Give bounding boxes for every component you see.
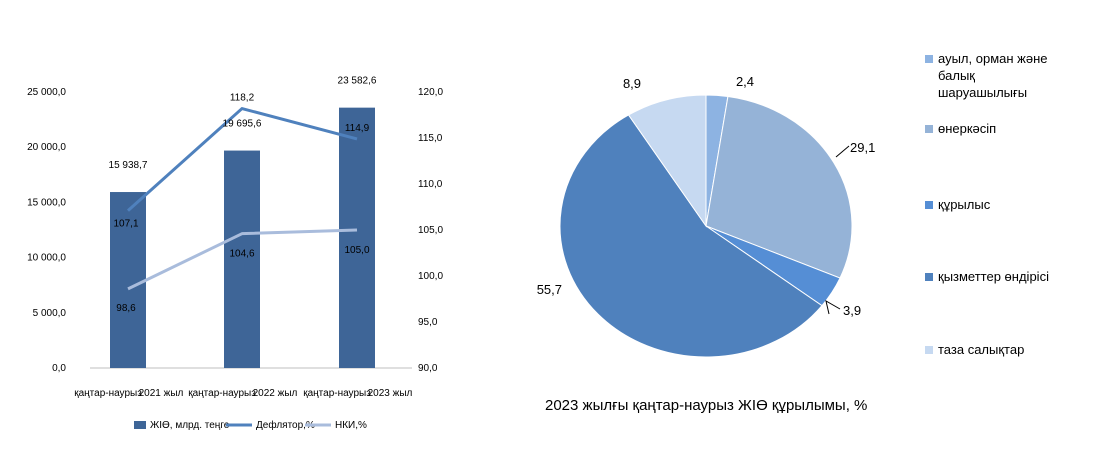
deflator-value-label: 107,1 [113, 219, 138, 230]
pie-legend-swatch [925, 125, 933, 133]
pie-value-label: 29,1 [850, 140, 875, 155]
pie-slice [705, 95, 853, 279]
legend-swatch-gdp [134, 421, 146, 429]
left-y-tick-label: 25 000,0 [27, 87, 66, 98]
gdp-bar-value-label: 23 582,6 [338, 76, 377, 87]
pie-value-label: 3,9 [843, 303, 861, 318]
deflator-value-label: 114,9 [345, 123, 370, 134]
combo-legend: ЖІӨ, млрд. теңге Дефлятор,% НКИ,% [134, 419, 367, 431]
pie-slices [559, 94, 853, 358]
right-y-tick-label: 115,0 [418, 133, 443, 144]
pie-legend-label: ауыл, орман және [938, 51, 1048, 66]
right-y-tick-label: 95,0 [418, 317, 438, 328]
pie-legend-swatch [925, 273, 933, 281]
x-category-label: қаңтар-наурыз [303, 388, 371, 399]
pie-slice [627, 94, 707, 228]
pie-value-label: 2,4 [736, 74, 754, 89]
x-category-label: қаңтар-наурыз [74, 388, 142, 399]
legend-label-gdp: ЖІӨ, млрд. теңге [150, 420, 230, 431]
pie-leader-line [825, 299, 841, 315]
pie-title: 2023 жылғы қаңтар-наурыз ЖІӨ құрылымы, % [545, 397, 867, 414]
right-y-tick-label: 120,0 [418, 87, 443, 98]
right-y-tick-label: 100,0 [418, 271, 443, 282]
pie-legend-swatch [925, 201, 933, 209]
pie-legend-label: қызметтер өндірісі [938, 269, 1049, 284]
left-y-axis: 0,0 5 000,0 10 000,0 15 000,0 20 000,0 25 000… [27, 87, 66, 374]
pie-data-labels: 2,4 29,1 3,9 55,7 8,9 [537, 74, 876, 318]
legend-label-deflator: Дефлятор,% [256, 419, 315, 431]
deflator-line [126, 107, 358, 212]
left-y-tick-label: 20 000,0 [27, 142, 66, 153]
nki-value-label: 98,6 [116, 303, 136, 314]
bar-data-labels: 15 938,7 19 695,6 23 582,6 [109, 76, 377, 171]
x-category-label: қаңтар-наурыз [188, 388, 256, 399]
x-year-label: 2021 жыл [139, 388, 184, 399]
gdp-bar [339, 107, 375, 368]
pie-legend-label: таза салықтар [938, 342, 1024, 357]
gdp-bar [110, 192, 146, 368]
pie-legend-label: балық [938, 68, 975, 83]
gdp-combo-chart: 0,0 5 000,0 10 000,0 15 000,0 20 000,0 25 000… [27, 76, 443, 431]
pie-value-label: 8,9 [623, 76, 641, 91]
left-y-tick-label: 5 000,0 [33, 308, 67, 319]
percent-lines [126, 107, 358, 291]
right-y-tick-label: 105,0 [418, 225, 443, 236]
pie-legend-label: шаруашылығы [938, 85, 1027, 100]
gdp-structure-pie: 2,4 29,1 3,9 55,7 8,9 ауыл, орман және балық ш… [537, 51, 1049, 414]
legend-label-nki: НКИ,% [335, 420, 367, 431]
pie-legend-swatch [925, 346, 933, 354]
nki-value-label: 104,6 [229, 249, 254, 260]
pie-legend-label: құрылыс [938, 197, 991, 212]
x-year-label: 2022 жыл [253, 388, 298, 399]
pie-slice [559, 114, 823, 358]
nki-line [127, 228, 358, 291]
gdp-bar-value-label: 15 938,7 [109, 160, 148, 171]
line-data-labels: 107,1 118,2 114,9 98,6 104,6 105,0 [113, 93, 369, 314]
gdp-bar [224, 150, 260, 368]
right-y-axis: 90,0 95,0 100,0 105,0 110,0 115,0 120,0 [418, 87, 443, 374]
pie-legend-label: өнеркәсіп [938, 121, 996, 136]
right-y-tick-label: 90,0 [418, 363, 438, 374]
pie-legend: ауыл, орман және балық шаруашылығы өнеркәсі… [925, 51, 1049, 357]
x-year-label: 2023 жыл [368, 388, 413, 399]
right-y-tick-label: 110,0 [418, 179, 443, 190]
pie-legend-swatch [925, 55, 933, 63]
nki-value-label: 105,0 [344, 245, 369, 256]
pie-value-label: 55,7 [537, 282, 562, 297]
left-y-tick-label: 15 000,0 [27, 197, 66, 208]
left-y-tick-label: 10 000,0 [27, 253, 66, 264]
gdp-bars [110, 107, 375, 368]
left-y-tick-label: 0,0 [52, 363, 66, 374]
pie-leader-line [835, 145, 850, 158]
gdp-bar-value-label: 19 695,6 [223, 119, 262, 130]
deflator-value-label: 118,2 [230, 93, 255, 104]
